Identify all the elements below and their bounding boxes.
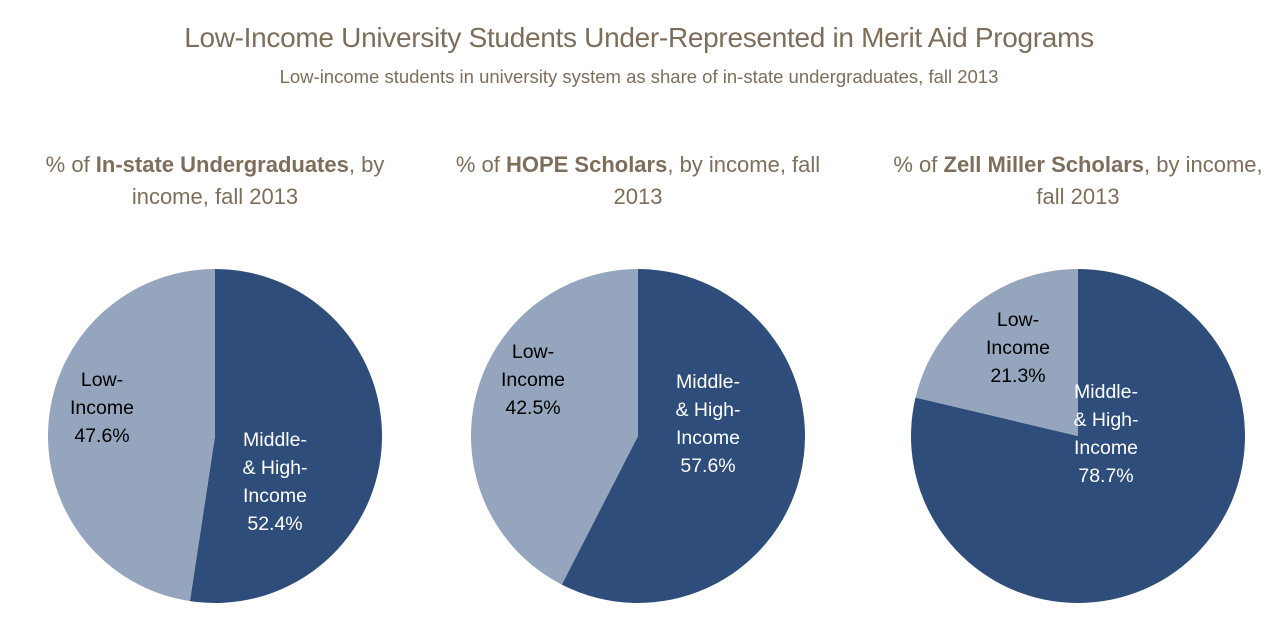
slice-label-line: & High- <box>242 457 307 479</box>
slice-label-line: 52.4% <box>247 513 302 535</box>
slice-label-line: 42.5% <box>505 397 560 419</box>
slice-label-line: 78.7% <box>1078 465 1133 487</box>
slice-label-middle-high-income: Middle- & High- Income 52.4% <box>242 429 307 535</box>
slice-label-line: & High- <box>675 399 740 421</box>
pie-slice-low-income <box>471 269 638 585</box>
pie-title-1: % of In-state Undergraduates, by income,… <box>25 149 405 213</box>
slice-label-low-income: Low- Income 47.6% <box>70 369 134 447</box>
slice-label-low-income: Low- Income 21.3% <box>986 309 1050 387</box>
slice-label-line: Middle- <box>676 371 740 393</box>
pie-title-prefix: % of <box>45 152 96 177</box>
pie-title-3: % of Zell Miller Scholars, by income, fa… <box>888 149 1268 213</box>
pie-title-suffix: , by income, fall 2013 <box>1036 152 1263 209</box>
pie-title-2: % of HOPE Scholars, by income, fall 2013 <box>448 149 828 213</box>
slice-label-line: Middle- <box>1074 381 1138 403</box>
pie-title-prefix: % of <box>455 152 506 177</box>
slice-label-line: Income <box>986 337 1050 359</box>
pie-slice-middle-high-income <box>561 269 806 603</box>
pie-title-bold: Zell Miller Scholars <box>943 152 1145 177</box>
slice-label-line: Income <box>501 369 565 391</box>
chart-title: Low-Income University Students Under-Rep… <box>184 22 1094 53</box>
slice-label-line: 21.3% <box>990 365 1045 387</box>
slice-label-line: Income <box>243 485 307 507</box>
pie-title-bold: In-state Undergraduates <box>95 152 349 177</box>
chart-subtitle: Low-income students in university system… <box>279 66 999 87</box>
slice-label-line: Income <box>1074 437 1138 459</box>
pie-slice-middle-high-income <box>189 269 382 603</box>
pie-slice-low-income <box>915 269 1078 436</box>
pie-title-bold: HOPE Scholars <box>505 152 668 177</box>
slice-label-middle-high-income: Middle- & High- Income 78.7% <box>1073 381 1138 487</box>
pie-title-prefix: % of <box>893 152 944 177</box>
slice-label-line: & High- <box>1073 409 1138 431</box>
slice-label-line: Middle- <box>243 429 307 451</box>
slice-label-low-income: Low- Income 42.5% <box>501 341 565 419</box>
pie-slice-low-income <box>47 269 215 602</box>
slice-label-line: 47.6% <box>74 425 129 447</box>
slice-label-line: Low- <box>997 309 1039 331</box>
slice-label-line: Low- <box>512 341 554 363</box>
slice-label-line: Low- <box>81 369 123 391</box>
pie-title-suffix: , by income, fall 2013 <box>131 152 385 209</box>
pie-title-suffix: , by income, fall 2013 <box>613 152 821 209</box>
slice-label-middle-high-income: Middle- & High- Income 57.6% <box>675 371 740 477</box>
slice-label-line: Income <box>70 397 134 419</box>
slice-label-line: 57.6% <box>680 455 735 477</box>
slice-label-line: Income <box>676 427 740 449</box>
